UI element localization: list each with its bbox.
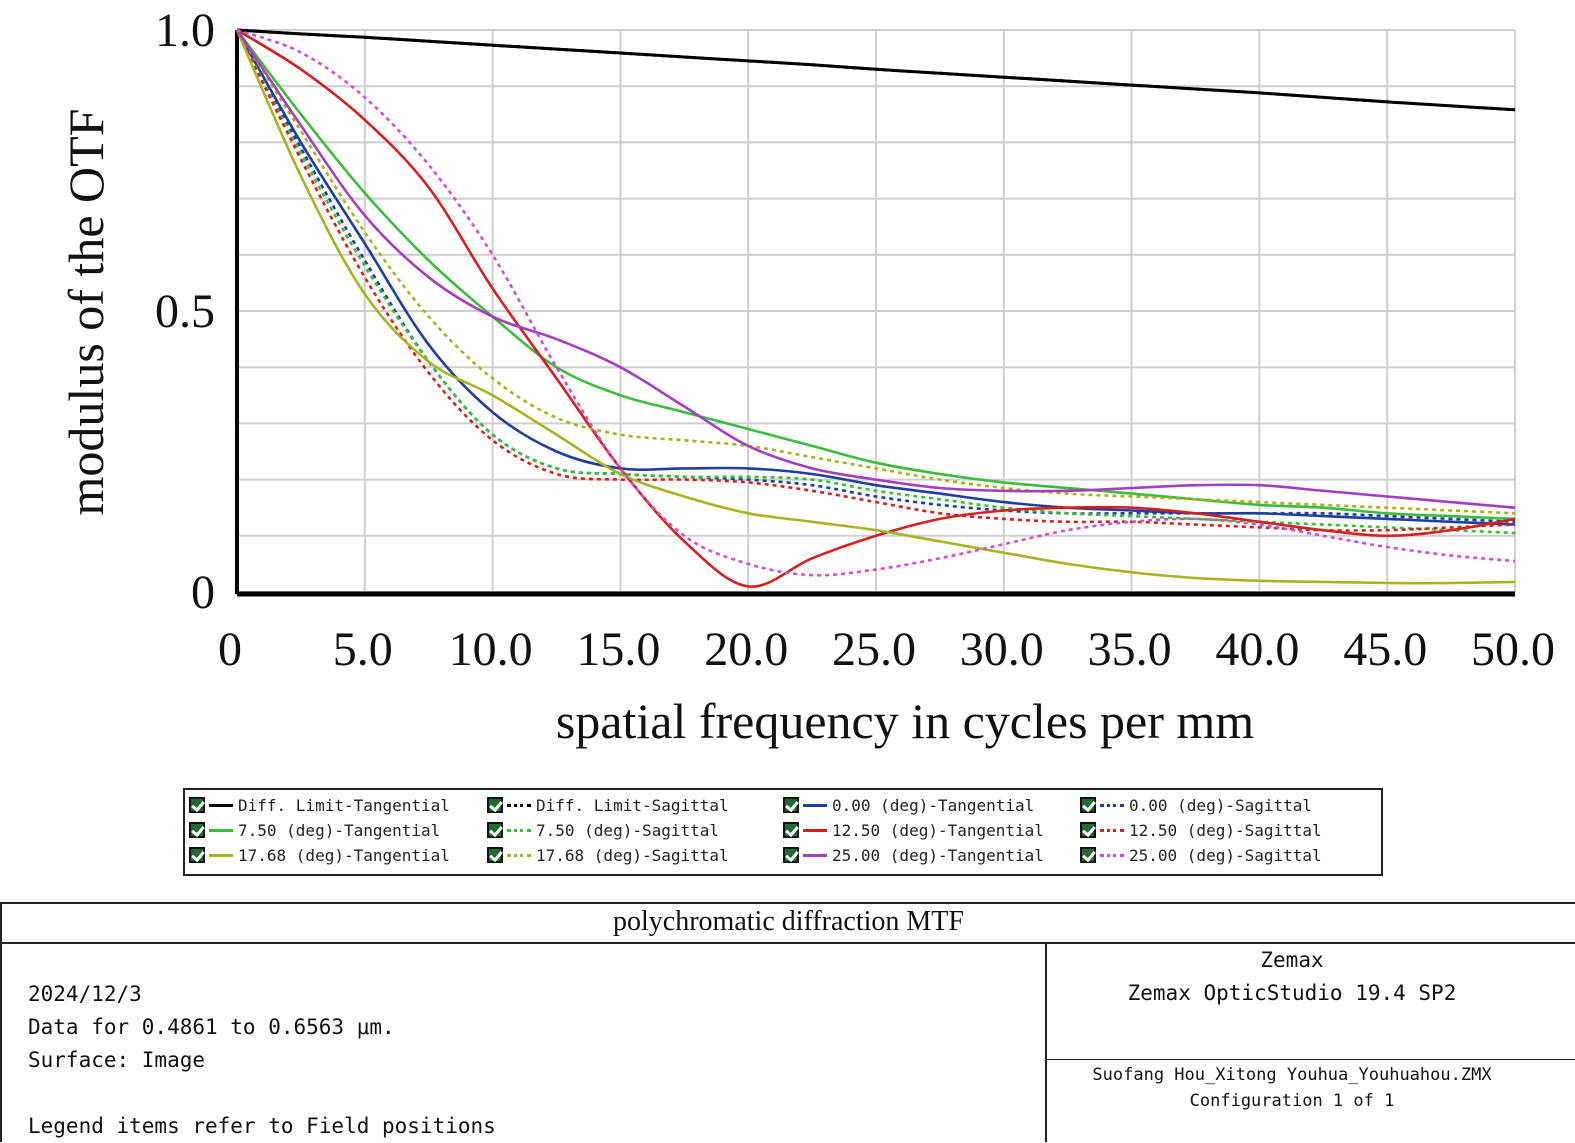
x-tick-label: 40.0 [1215, 623, 1299, 676]
legend-label: Diff. Limit-Tangential [238, 795, 450, 815]
legend-label: 12.50 (deg)-Tangential [832, 820, 1044, 840]
y-tick-label: 0 [191, 566, 215, 619]
info-divider-vertical [1045, 942, 1047, 1142]
legend-label: 7.50 (deg)-Tangential [238, 820, 441, 840]
legend-checkbox[interactable] [783, 822, 799, 838]
y-tick-label: 1.0 [155, 4, 215, 57]
legend-swatch [803, 803, 827, 807]
legend-checkbox[interactable] [189, 797, 205, 813]
legend-label: 12.50 (deg)-Sagittal [1129, 820, 1322, 840]
series-line [236, 28, 1516, 588]
legend-item[interactable]: 7.50 (deg)-Tangential [189, 819, 440, 841]
legend-swatch [507, 853, 531, 857]
info-data-range: Data for 0.4861 to 0.6563 μm. [28, 1015, 395, 1039]
y-axis-label: modulus of the OTF [58, 109, 114, 516]
info-panel: polychromatic diffraction MTF 2024/12/3 … [0, 902, 1575, 1142]
legend-checkbox[interactable] [1080, 797, 1096, 813]
legend-swatch [507, 803, 531, 807]
legend-swatch [803, 853, 827, 857]
legend-swatch [1100, 853, 1124, 857]
legend-label: 0.00 (deg)-Tangential [832, 795, 1035, 815]
legend-swatch [209, 853, 233, 857]
info-spacer [28, 1077, 496, 1110]
series-line [235, 29, 1516, 521]
chart-title: polychromatic diffraction MTF [2, 904, 1575, 944]
legend-checkbox[interactable] [1080, 847, 1096, 863]
x-tick-label: 30.0 [960, 623, 1044, 676]
legend-checkbox[interactable] [487, 797, 503, 813]
legend-item[interactable]: 12.50 (deg)-Sagittal [1080, 819, 1322, 841]
file-name: Suofang Hou_Xitong Youhua_Youhuahou.ZMX [1092, 1065, 1492, 1085]
info-legend-note: Legend items refer to Field positions [28, 1114, 496, 1138]
legend-checkbox[interactable] [189, 822, 205, 838]
x-tick-label: 50.0 [1471, 623, 1555, 676]
info-divider-horizontal [1047, 1059, 1575, 1060]
x-tick-label: 5.0 [333, 623, 393, 676]
legend-label: 7.50 (deg)-Sagittal [536, 820, 720, 840]
legend-checkbox[interactable] [1080, 822, 1096, 838]
x-tick-label: 35.0 [1088, 623, 1172, 676]
x-tick-label: 15.0 [576, 623, 660, 676]
legend-checkbox[interactable] [189, 847, 205, 863]
x-tick-label: 45.0 [1343, 623, 1427, 676]
legend-item[interactable]: 17.68 (deg)-Sagittal [487, 844, 729, 866]
legend-swatch [1100, 803, 1124, 807]
info-date: 2024/12/3 [28, 982, 142, 1006]
series-line [235, 29, 1516, 526]
software-info: Zemax Zemax OpticStudio 19.4 SP2 [1047, 944, 1537, 1010]
x-axis-label: spatial frequency in cycles per mm [556, 693, 1254, 749]
legend-item[interactable]: 7.50 (deg)-Sagittal [487, 819, 719, 841]
legend-label: 0.00 (deg)-Sagittal [1129, 795, 1313, 815]
product-name: Zemax OpticStudio 19.4 SP2 [1127, 981, 1457, 1005]
legend-item[interactable]: 25.00 (deg)-Sagittal [1080, 844, 1322, 866]
legend-checkbox[interactable] [783, 847, 799, 863]
series-line [236, 28, 1516, 577]
legend-checkbox[interactable] [783, 797, 799, 813]
mtf-chart: 0 5.0 10.0 15.0 20.0 25.0 30.0 35.0 40.0 45.0 50.0… [58, 4, 1555, 749]
chart-legend: Diff. Limit-Tangential Diff. Limit-Sagitt… [183, 788, 1383, 876]
legend-item[interactable]: Diff. Limit-Sagittal [487, 794, 729, 816]
y-tick-label: 0.5 [155, 285, 215, 338]
legend-swatch [507, 828, 531, 832]
info-surface: Surface: Image [28, 1048, 206, 1072]
legend-label: 17.68 (deg)-Tangential [238, 845, 450, 865]
legend-checkbox[interactable] [487, 847, 503, 863]
legend-item[interactable]: 17.68 (deg)-Tangential [189, 844, 450, 866]
series-line [236, 28, 1516, 112]
legend-label: Diff. Limit-Sagittal [536, 795, 729, 815]
x-tick-label: 20.0 [704, 623, 788, 676]
legend-swatch [1100, 828, 1124, 832]
info-details: 2024/12/3 Data for 0.4861 to 0.6563 μm. … [28, 978, 496, 1143]
legend-swatch [209, 828, 233, 832]
file-info: Suofang Hou_Xitong Youhua_Youhuahou.ZMX … [1047, 1062, 1537, 1114]
x-tick-label: 0 [218, 623, 242, 676]
legend-swatch [209, 803, 233, 807]
legend-swatch [803, 828, 827, 832]
legend-label: 17.68 (deg)-Sagittal [536, 845, 729, 865]
legend-item[interactable]: 25.00 (deg)-Tangential [783, 844, 1044, 866]
series-line [235, 29, 1516, 509]
legend-item[interactable]: 0.00 (deg)-Sagittal [1080, 794, 1312, 816]
legend-item[interactable]: Diff. Limit-Tangential [189, 794, 450, 816]
series-line [235, 29, 1516, 585]
configuration-label: Configuration 1 of 1 [1189, 1091, 1395, 1111]
x-tick-label: 10.0 [449, 623, 533, 676]
x-tick-label: 25.0 [832, 623, 916, 676]
legend-checkbox[interactable] [487, 822, 503, 838]
legend-item[interactable]: 12.50 (deg)-Tangential [783, 819, 1044, 841]
legend-label: 25.00 (deg)-Sagittal [1129, 845, 1322, 865]
legend-label: 25.00 (deg)-Tangential [832, 845, 1044, 865]
vendor-name: Zemax [1260, 948, 1324, 972]
legend-item[interactable]: 0.00 (deg)-Tangential [783, 794, 1034, 816]
